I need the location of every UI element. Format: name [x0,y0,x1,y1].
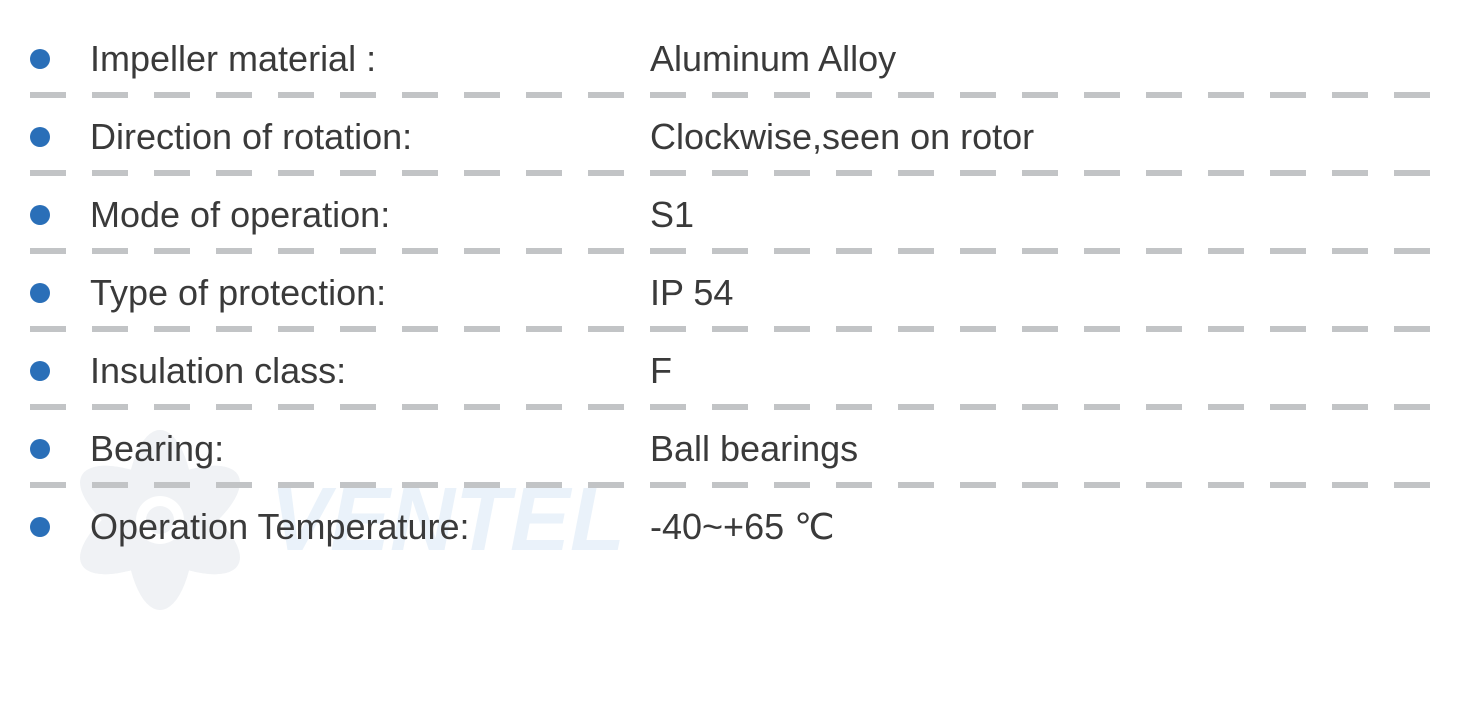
bullet-icon [30,439,50,459]
spec-row: Mode of operation: S1 [30,176,1452,254]
spec-value: F [650,350,672,392]
bullet-icon [30,283,50,303]
bullet-icon [30,361,50,381]
spec-label: Operation Temperature: [90,506,650,548]
spec-row: Operation Temperature: -40~+65 ℃ [30,488,1452,566]
bullet-icon [30,517,50,537]
spec-row: Insulation class: F [30,332,1452,410]
spec-row: Bearing: Ball bearings [30,410,1452,488]
spec-value: Clockwise,seen on rotor [650,116,1034,158]
spec-row: Impeller material : Aluminum Alloy [30,20,1452,98]
spec-label: Mode of operation: [90,194,650,236]
bullet-icon [30,49,50,69]
spec-label: Bearing: [90,428,650,470]
spec-value: Ball bearings [650,428,858,470]
spec-value: IP 54 [650,272,733,314]
spec-row: Type of protection: IP 54 [30,254,1452,332]
spec-label: Insulation class: [90,350,650,392]
bullet-icon [30,205,50,225]
spec-label: Direction of rotation: [90,116,650,158]
spec-value: S1 [650,194,694,236]
spec-value: Aluminum Alloy [650,38,896,80]
bullet-icon [30,127,50,147]
spec-label: Impeller material : [90,38,650,80]
spec-label: Type of protection: [90,272,650,314]
spec-row: Direction of rotation: Clockwise,seen on… [30,98,1452,176]
spec-value: -40~+65 ℃ [650,506,835,548]
specification-list: Impeller material : Aluminum Alloy Direc… [30,20,1452,566]
